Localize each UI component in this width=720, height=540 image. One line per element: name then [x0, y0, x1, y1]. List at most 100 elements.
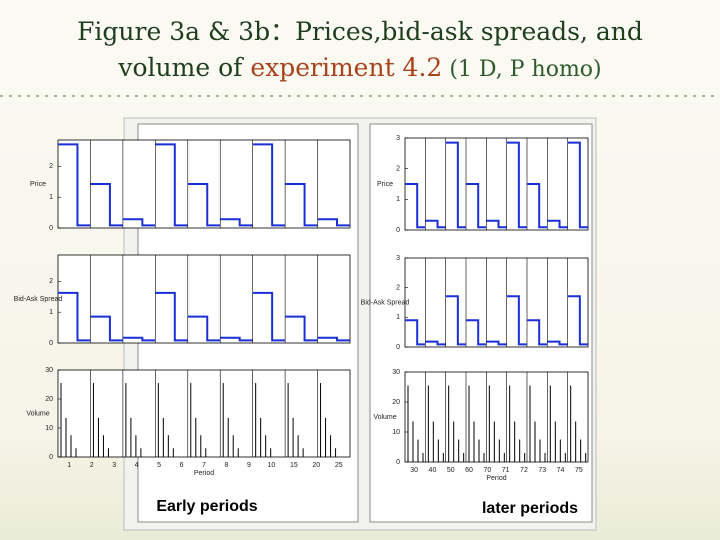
trace [187, 315, 221, 342]
trace [527, 319, 548, 346]
trace [58, 143, 91, 227]
trace [486, 219, 507, 229]
trace [220, 336, 253, 342]
x-tick-label: 73 [538, 467, 546, 474]
x-tick-label: 70 [483, 467, 491, 474]
title-line: volume of experiment 4.2 (1 D, P homo) [0, 50, 720, 88]
trace [486, 340, 507, 346]
trace [317, 336, 350, 342]
slide-title: Figure 3a & 3b：Prices,bid-ask spreads, a… [0, 14, 720, 88]
trace [285, 183, 318, 227]
x-axis-label: Period [486, 475, 506, 482]
x-tick-label: 72 [520, 467, 528, 474]
trace [252, 143, 286, 227]
y-tick-label: 20 [45, 396, 53, 403]
trace [122, 336, 156, 342]
plot-area [404, 371, 589, 463]
x-tick-label: 75 [575, 467, 583, 474]
x-tick-label: 9 [247, 462, 251, 469]
x-tick-label: 10 [267, 462, 275, 469]
trace [567, 141, 588, 229]
y-axis-label: Price [30, 181, 46, 188]
trace [445, 141, 466, 229]
x-tick-label: 74 [557, 467, 565, 474]
y-tick-label: 10 [45, 425, 53, 432]
x-tick-label: 8 [225, 462, 229, 469]
plot-area [404, 137, 589, 231]
y-axis-label: Bid-Ask Spread [14, 296, 63, 303]
plot-area [57, 369, 351, 458]
x-tick-label: 25 [335, 462, 343, 469]
x-tick-label: 6 [180, 462, 184, 469]
trace [405, 183, 426, 229]
x-tick-label: 7 [202, 462, 206, 469]
trace [506, 141, 527, 229]
trace [405, 319, 426, 346]
y-tick-label: 3 [396, 135, 400, 142]
y-tick-label: 10 [392, 429, 400, 436]
figure-caption: Early periods [156, 498, 257, 515]
y-tick-label: 1 [49, 194, 53, 201]
x-tick-label: 4 [135, 462, 139, 469]
trace [90, 183, 123, 227]
x-tick-label: 20 [312, 462, 320, 469]
y-tick-label: 0 [49, 340, 53, 347]
trace [425, 219, 446, 229]
trace [506, 295, 527, 346]
x-tick-label: 50 [447, 467, 455, 474]
trace [445, 295, 466, 346]
y-tick-label: 2 [49, 278, 53, 285]
trace [425, 340, 446, 346]
trace [547, 340, 568, 346]
x-tick-label: 60 [465, 467, 473, 474]
title-text: volume of [118, 53, 251, 82]
y-tick-label: 1 [396, 196, 400, 203]
y-tick-label: 2 [49, 163, 53, 170]
y-tick-label: 20 [392, 399, 400, 406]
y-tick-label: 0 [396, 227, 400, 234]
y-tick-label: 30 [45, 367, 53, 374]
trace [58, 291, 91, 342]
trace [547, 219, 568, 229]
x-tick-label: 40 [429, 467, 437, 474]
trace [187, 183, 221, 227]
title-highlight: experiment 4.2 [250, 53, 443, 82]
trace [155, 291, 188, 342]
trace [466, 319, 487, 346]
y-tick-label: 2 [396, 166, 400, 173]
y-tick-label: 0 [396, 459, 400, 466]
x-tick-label: 71 [502, 467, 510, 474]
y-axis-label: Volume [26, 410, 49, 417]
y-axis-label: Price [377, 181, 393, 188]
x-tick-label: 3 [112, 462, 116, 469]
x-tick-label: 1 [67, 462, 71, 469]
trace [122, 218, 156, 227]
y-tick-label: 0 [49, 225, 53, 232]
trace [220, 218, 253, 227]
y-axis-label: Volume [373, 414, 396, 421]
trace [155, 143, 188, 227]
y-tick-label: 1 [49, 309, 53, 316]
x-axis-label: Period [194, 470, 214, 477]
trace [252, 291, 286, 342]
title-line: Figure 3a & 3b：Prices,bid-ask spreads, a… [77, 17, 643, 46]
trace [527, 183, 548, 229]
y-tick-label: 3 [396, 255, 400, 262]
figure-caption: later periods [482, 500, 578, 517]
x-tick-label: 15 [290, 462, 298, 469]
y-tick-label: 1 [396, 314, 400, 321]
y-tick-label: 0 [49, 454, 53, 461]
y-axis-label: Bid-Ask Spread [361, 299, 410, 306]
y-tick-label: 30 [392, 369, 400, 376]
x-tick-label: 2 [90, 462, 94, 469]
trace [90, 315, 123, 342]
plot-area [404, 257, 589, 348]
trace [567, 295, 588, 346]
title-text: (1 D, P homo) [442, 57, 602, 82]
y-tick-label: 2 [396, 285, 400, 292]
trace [285, 315, 318, 342]
y-tick-label: 0 [396, 344, 400, 351]
x-tick-label: 30 [410, 467, 418, 474]
